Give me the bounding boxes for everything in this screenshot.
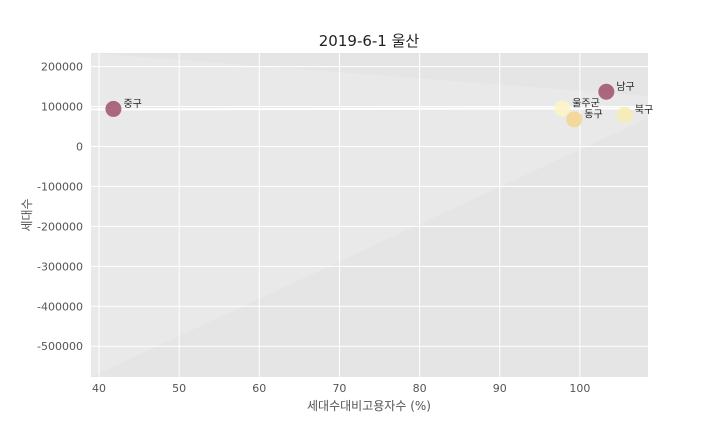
y-tick-label: 200000: [41, 61, 83, 74]
data-point: [616, 106, 633, 123]
data-point-label: 남구: [616, 81, 634, 93]
x-tick-label: 60: [252, 382, 266, 395]
y-tick-label: 100000: [41, 101, 83, 114]
x-tick-label: 100: [569, 382, 590, 395]
data-point: [554, 100, 571, 117]
data-point: [105, 100, 122, 117]
data-point: [566, 111, 583, 128]
x-tick-label: 90: [493, 382, 507, 395]
y-tick-label: -200000: [37, 220, 83, 233]
x-axis-ticks: 40 50 60 70 80 90 100: [92, 382, 590, 395]
data-point-label: 울주군: [572, 98, 600, 110]
y-tick-label: -300000: [37, 260, 83, 273]
x-tick-label: 80: [413, 382, 427, 395]
y-axis-ticks: 200000 100000 0 -100000 -200000 -300000 -40000…: [37, 61, 83, 354]
regression-band: [91, 53, 648, 377]
y-tick-label: -400000: [37, 300, 83, 313]
x-tick-label: 40: [92, 382, 106, 395]
x-tick-label: 50: [172, 382, 186, 395]
chart-title: 2019-6-1 울산: [319, 32, 420, 50]
data-point-label: 동구: [584, 108, 602, 120]
data-point-label: 중구: [123, 98, 141, 110]
grid-lines: [91, 53, 648, 377]
y-axis-label: 세대수: [20, 198, 34, 231]
data-point-label: 북구: [635, 104, 653, 116]
x-tick-label: 70: [332, 382, 346, 395]
y-tick-label: -500000: [37, 340, 83, 353]
y-tick-label: 0: [76, 140, 83, 153]
y-tick-label: -100000: [37, 180, 83, 193]
data-point: [598, 83, 615, 100]
x-axis-label: 세대수대비고용자수 (%): [307, 399, 431, 413]
